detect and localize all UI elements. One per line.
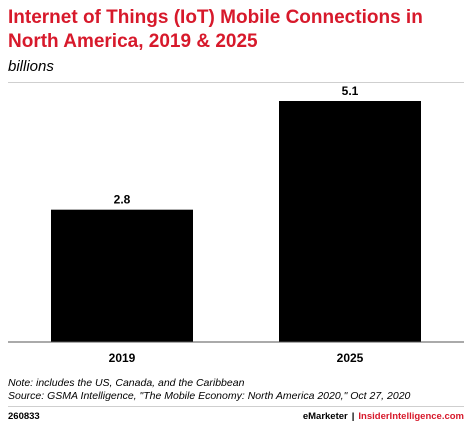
x-tick-labels-group: 2019 2025 — [109, 351, 364, 365]
bar-2025 — [279, 101, 421, 342]
data-label-2019: 2.8 — [114, 193, 131, 207]
brand-insider-intelligence: InsiderIntelligence.com — [358, 411, 464, 422]
top-divider — [8, 82, 464, 83]
chart-title: Internet of Things (IoT) Mobile Connecti… — [8, 7, 423, 52]
bottom-divider — [8, 406, 464, 407]
bar-chart: 2.8 5.1 2019 2025 — [8, 84, 464, 365]
x-tick-label-2019: 2019 — [109, 351, 136, 365]
chart-id: 260833 — [8, 411, 40, 422]
bars-group: 2.8 5.1 — [51, 84, 421, 342]
footnote-note: Note: includes the US, Canada, and the C… — [8, 377, 245, 389]
bar-2019 — [51, 209, 193, 342]
brand-separator: | — [351, 411, 355, 422]
chart-subtitle: billions — [8, 58, 54, 75]
brand-credit: eMarketer | InsiderIntelligence.com — [303, 411, 464, 422]
footnote-source: Source: GSMA Intelligence, "The Mobile E… — [8, 390, 411, 402]
brand-emarketer: eMarketer — [302, 411, 348, 422]
x-tick-label-2025: 2025 — [337, 351, 364, 365]
data-label-2025: 5.1 — [342, 84, 359, 98]
